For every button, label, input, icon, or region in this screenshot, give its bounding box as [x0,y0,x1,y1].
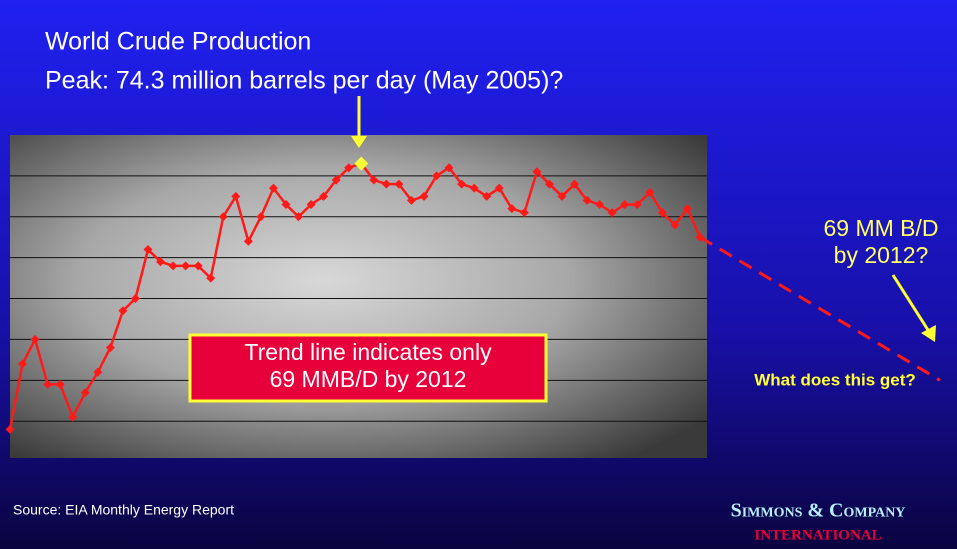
data-point [419,191,429,201]
data-point [268,183,278,193]
data-point [557,191,567,201]
data-point [68,412,78,422]
data-point [519,208,529,218]
side-note: 69 MM B/D [823,215,938,241]
data-point [532,167,542,177]
peak-arrowhead [351,136,367,148]
data-point [457,179,467,189]
data-point [570,179,580,189]
data-point [306,200,316,210]
data-point [544,179,554,189]
data-point [231,191,241,201]
data-point [5,424,15,434]
data-point [294,212,304,222]
data-point [582,195,592,205]
data-point [156,257,166,267]
data-point [682,204,692,214]
data-point [243,236,253,246]
data-point [381,179,391,189]
data-point [482,191,492,201]
data-point [206,273,216,283]
subtitle: Peak: 74.3 million barrels per day (May … [45,67,563,95]
data-point [181,261,191,271]
data-point [130,294,140,304]
data-point [18,359,28,369]
data-point [30,334,40,344]
data-point [394,179,404,189]
data-point [331,175,341,185]
note-text: Trend line indicates only [244,339,492,365]
data-point [432,171,442,181]
data-point [105,343,115,353]
data-point [607,208,617,218]
data-point [595,200,605,210]
data-point [281,200,291,210]
question: What does this get? [754,370,916,389]
data-point [80,388,90,398]
data-point [695,232,705,242]
data-point [469,183,479,193]
data-point [507,204,517,214]
data-point [444,163,454,173]
data-point [632,200,642,210]
data-point [319,191,329,201]
data-point [93,367,103,377]
data-point [657,208,667,218]
data-point [118,306,128,316]
chart [5,156,941,434]
data-point [494,183,504,193]
data-point [344,163,354,173]
data-point [369,175,379,185]
data-point [43,379,53,389]
side-arrow [891,274,930,331]
data-point [406,195,416,205]
side-note: by 2012? [834,242,929,268]
plot-area [10,135,707,458]
source: Source: EIA Monthly Energy Report [13,502,234,518]
title: World Crude Production [45,28,311,56]
data-point [620,200,630,210]
data-point [55,379,65,389]
data-point [143,244,153,254]
data-point [193,261,203,271]
logo-sub: INTERNATIONAL [754,527,881,543]
data-point [645,187,655,197]
note-box [188,333,548,403]
data-point [256,212,266,222]
data-point [670,220,680,230]
logo: Simmons & Company [731,500,906,522]
note-text: 69 MMB/D by 2012 [270,366,467,392]
data-point [168,261,178,271]
trend-line [699,235,941,382]
data-point [218,212,228,222]
side-arrowhead [921,325,936,342]
data-point [354,156,369,171]
